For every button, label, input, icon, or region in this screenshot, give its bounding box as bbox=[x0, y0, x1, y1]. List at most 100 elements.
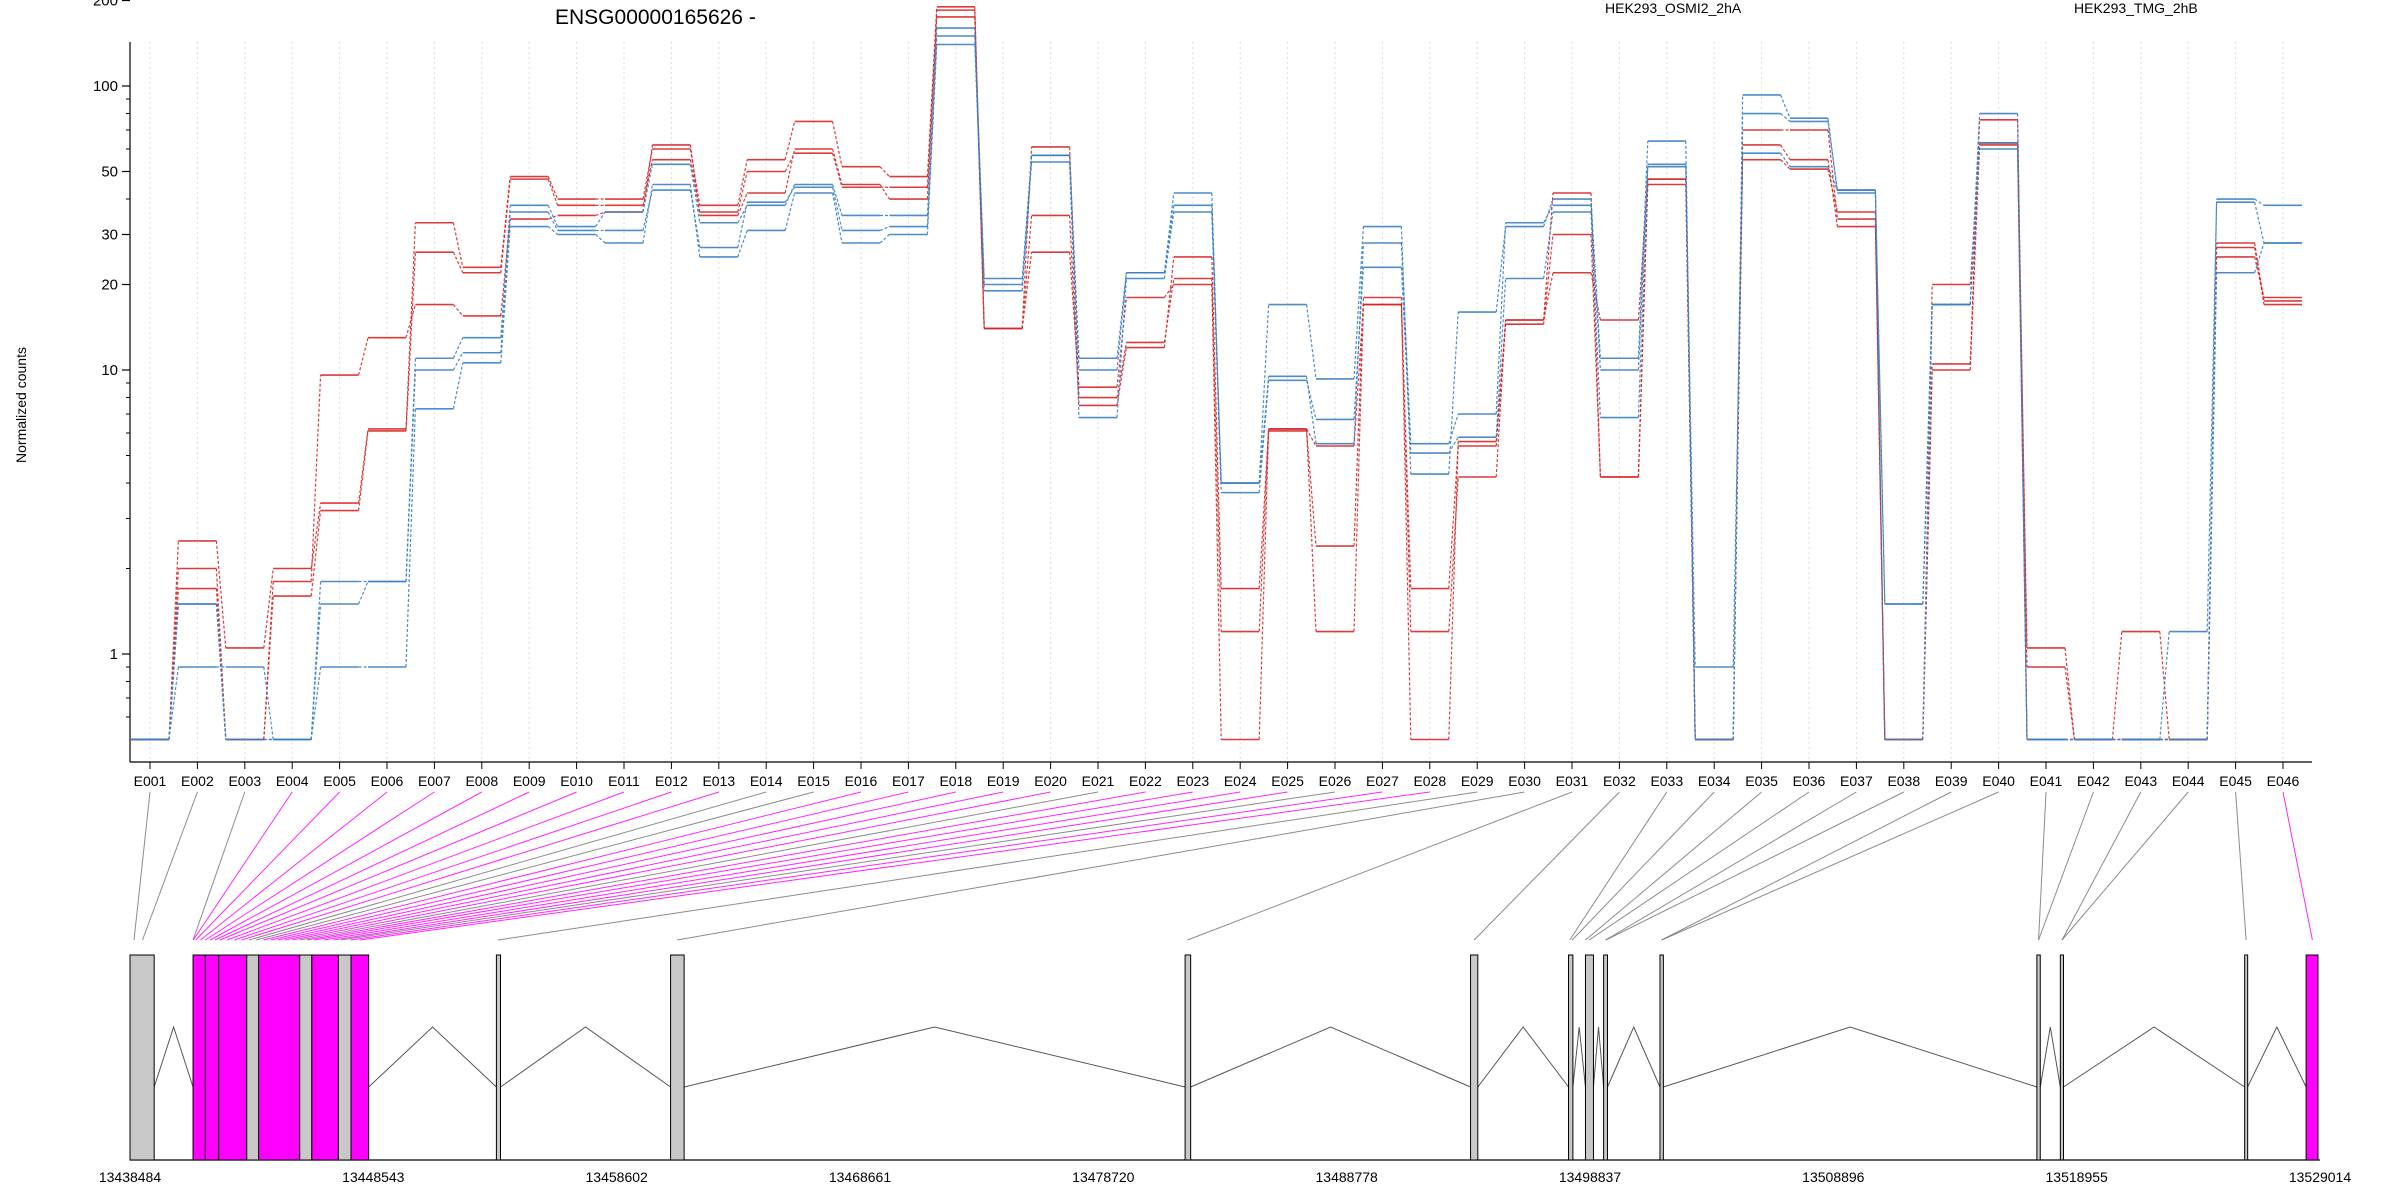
x-tick-label-e040: E040 bbox=[1982, 773, 2015, 789]
exon-link-e028 bbox=[360, 791, 1430, 941]
exon-block bbox=[2244, 954, 2249, 1161]
y-tick-label: 200 bbox=[93, 0, 118, 10]
exon-link-e016 bbox=[263, 791, 862, 941]
y-tick-label: 30 bbox=[101, 226, 118, 243]
exon-link-e046 bbox=[2282, 791, 2313, 941]
series-line-0 bbox=[130, 6, 2302, 741]
coordinate-label: 13498837 bbox=[1559, 1169, 1622, 1185]
coordinate-label: 13508896 bbox=[1802, 1169, 1865, 1185]
coordinate-label: 13488778 bbox=[1316, 1169, 1379, 1185]
chart-title: ENSG00000165626 - bbox=[555, 6, 756, 29]
x-tick-label-e007: E007 bbox=[418, 773, 451, 789]
x-tick-label-e033: E033 bbox=[1650, 773, 1683, 789]
x-tick-label-e011: E011 bbox=[608, 773, 640, 789]
series-line-2 bbox=[130, 16, 2302, 741]
x-tick-label-e038: E038 bbox=[1887, 773, 1920, 789]
exon-link-e044 bbox=[2061, 791, 2189, 941]
exon-link-e042 bbox=[2038, 791, 2094, 941]
x-tick-label-e003: E003 bbox=[228, 773, 261, 789]
exon-link-e024 bbox=[323, 791, 1241, 941]
x-tick-label-e028: E028 bbox=[1413, 773, 1446, 789]
x-tick-label-e037: E037 bbox=[1840, 773, 1873, 789]
x-tick-label-e039: E039 bbox=[1935, 773, 1968, 789]
x-tick-label-e043: E043 bbox=[2124, 773, 2157, 789]
x-tick-label-e014: E014 bbox=[750, 773, 783, 789]
link-layer bbox=[133, 791, 2313, 941]
intron-connector bbox=[1607, 1025, 1661, 1088]
exon-block bbox=[218, 954, 248, 1161]
exon-link-e001 bbox=[133, 791, 151, 941]
exon-block bbox=[1584, 954, 1594, 1161]
coordinate-label: 13529014 bbox=[2289, 1169, 2352, 1185]
axis-layer: 1 10 20 30 50 100 200 E001 E002 E003 E004 E005 E006 E… bbox=[93, 0, 2312, 789]
series-dashed bbox=[130, 27, 2265, 741]
exon-block bbox=[2036, 954, 2041, 1161]
y-tick-label: 20 bbox=[101, 277, 118, 294]
exon-link-e004 bbox=[192, 791, 293, 941]
series-solid bbox=[131, 6, 2302, 741]
exon-block bbox=[311, 954, 339, 1161]
exon-link-e031 bbox=[1187, 791, 1573, 941]
legend-entry-tmg: HEK293_TMG_2hB bbox=[2074, 0, 2198, 16]
intron-connector bbox=[153, 1025, 194, 1088]
x-tick-label-e018: E018 bbox=[939, 773, 972, 789]
exon-block bbox=[192, 954, 206, 1161]
x-tick-label-e036: E036 bbox=[1793, 773, 1826, 789]
exon-block bbox=[2305, 954, 2319, 1161]
exon-link-e043 bbox=[2061, 791, 2142, 941]
exon-link-e020 bbox=[292, 791, 1051, 941]
series-line-1 bbox=[130, 9, 2302, 741]
coordinate-label: 13478720 bbox=[1072, 1169, 1135, 1185]
exon-link-e027 bbox=[350, 791, 1383, 941]
exon-link-e036 bbox=[1588, 791, 1810, 941]
x-tick-label-e016: E016 bbox=[845, 773, 878, 789]
exon-link-e010 bbox=[219, 791, 577, 941]
exon-link-e002 bbox=[142, 791, 198, 941]
exon-link-e025 bbox=[333, 791, 1288, 941]
y-tick-label: 50 bbox=[101, 163, 118, 180]
exon-link-e015 bbox=[256, 791, 814, 941]
exon-link-e012 bbox=[234, 791, 672, 941]
exon-link-e022 bbox=[306, 791, 1146, 941]
exon-block bbox=[246, 954, 260, 1161]
exon-link-e014 bbox=[248, 791, 767, 941]
coordinate-label: 13518955 bbox=[2046, 1169, 2109, 1185]
x-tick-label-e023: E023 bbox=[1176, 773, 1209, 789]
exon-link-e023 bbox=[314, 791, 1193, 941]
exon-link-e032 bbox=[1473, 791, 1620, 941]
intron-connector bbox=[500, 1026, 671, 1088]
x-tick-label-e012: E012 bbox=[655, 773, 688, 789]
exon-link-e035 bbox=[1585, 791, 1762, 941]
exon-link-e026 bbox=[340, 791, 1336, 941]
series-dashed bbox=[130, 16, 2265, 741]
exon-block bbox=[204, 954, 220, 1161]
x-tick-label-e017: E017 bbox=[892, 773, 925, 789]
exon-block bbox=[1568, 954, 1574, 1161]
x-tick-label-e024: E024 bbox=[1224, 773, 1257, 789]
intron-connector bbox=[1663, 1026, 2038, 1088]
coordinate-label: 13468661 bbox=[829, 1169, 892, 1185]
x-tick-label-e027: E027 bbox=[1366, 773, 1399, 789]
exon-link-e019 bbox=[285, 791, 1004, 941]
series-dashed bbox=[130, 44, 2265, 741]
exon-block bbox=[1184, 954, 1192, 1161]
x-tick-label-e045: E045 bbox=[2219, 773, 2252, 789]
exon-block bbox=[1603, 954, 1608, 1161]
gene-track: 13438484 13448543 13458602 13468661 13478720… bbox=[99, 954, 2352, 1185]
x-tick-label-e025: E025 bbox=[1271, 773, 1304, 789]
intron-connector bbox=[683, 1026, 1186, 1088]
y-tick-label: 1 bbox=[110, 646, 118, 663]
intron-connector bbox=[1572, 1026, 1586, 1088]
y-tick-label: 100 bbox=[93, 78, 118, 95]
exon-link-e009 bbox=[214, 791, 530, 941]
exon-link-e037 bbox=[1605, 791, 1857, 941]
x-tick-label-e031: E031 bbox=[1556, 773, 1589, 789]
exon-block bbox=[129, 954, 155, 1161]
exon-link-e039 bbox=[1661, 791, 1952, 941]
intron-connector bbox=[1592, 1026, 1605, 1088]
exon-link-e017 bbox=[270, 791, 909, 941]
x-tick-label-e006: E006 bbox=[371, 773, 404, 789]
series-solid bbox=[131, 35, 2302, 741]
x-tick-label-e035: E035 bbox=[1745, 773, 1778, 789]
x-tick-label-e042: E042 bbox=[2077, 773, 2110, 789]
